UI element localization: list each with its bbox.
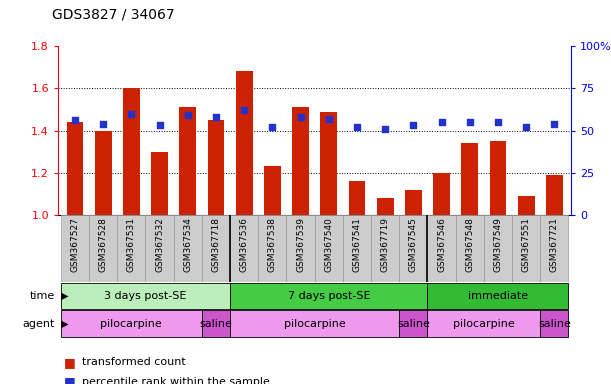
Point (352, 124, 362, 130)
Point (126, 111, 136, 117)
Text: GSM367548: GSM367548 (465, 217, 474, 272)
Bar (151, 152, 168, 215)
Text: pilocarpine: pilocarpine (284, 319, 346, 329)
Point (211, 114, 221, 120)
Text: GSM367718: GSM367718 (211, 217, 221, 272)
Point (240, 107, 249, 113)
Text: GSM367549: GSM367549 (494, 217, 502, 272)
Bar (428, 215, 456, 282)
Bar (428, 283, 568, 310)
Bar (208, 120, 224, 215)
Point (155, 122, 164, 129)
Bar (461, 143, 478, 215)
Point (296, 114, 306, 120)
Bar (512, 215, 540, 282)
Bar (145, 215, 174, 282)
Text: 7 days post-SE: 7 days post-SE (288, 291, 370, 301)
Bar (61, 215, 89, 282)
Text: agent: agent (23, 319, 55, 329)
Bar (258, 215, 287, 282)
Bar (117, 215, 145, 282)
Bar (230, 310, 399, 337)
Bar (315, 215, 343, 282)
Text: pilocarpine: pilocarpine (100, 319, 163, 329)
Text: ▶: ▶ (61, 319, 68, 329)
Text: GSM367528: GSM367528 (98, 217, 108, 272)
Text: GSM367719: GSM367719 (381, 217, 390, 272)
Text: GSM367541: GSM367541 (353, 217, 362, 272)
Text: GSM367527: GSM367527 (70, 217, 79, 272)
Bar (546, 175, 563, 215)
Text: pilocarpine: pilocarpine (453, 319, 514, 329)
Bar (95, 131, 112, 215)
Bar (230, 215, 258, 282)
Text: GSM367721: GSM367721 (550, 217, 559, 272)
Point (98, 121, 108, 127)
Point (380, 126, 390, 132)
Text: GSM367540: GSM367540 (324, 217, 333, 272)
Text: GSM367536: GSM367536 (240, 217, 249, 272)
Text: ■: ■ (64, 356, 76, 369)
Text: GSM367546: GSM367546 (437, 217, 446, 272)
Bar (174, 215, 202, 282)
Text: GSM367531: GSM367531 (127, 217, 136, 272)
Bar (67, 122, 84, 215)
Bar (236, 71, 252, 215)
Text: saline: saline (200, 319, 232, 329)
Text: ■: ■ (64, 375, 76, 384)
Bar (179, 107, 196, 215)
Bar (484, 215, 512, 282)
Text: immediate: immediate (468, 291, 528, 301)
Point (409, 122, 419, 129)
Text: GSM367534: GSM367534 (183, 217, 192, 272)
Text: percentile rank within the sample: percentile rank within the sample (82, 377, 270, 384)
Bar (399, 310, 428, 337)
Bar (287, 215, 315, 282)
Bar (377, 198, 393, 215)
Bar (292, 107, 309, 215)
Text: GSM367545: GSM367545 (409, 217, 418, 272)
Bar (428, 310, 540, 337)
Text: GSM367538: GSM367538 (268, 217, 277, 272)
Bar (540, 215, 568, 282)
Point (465, 119, 475, 125)
Bar (264, 167, 281, 215)
Bar (202, 215, 230, 282)
Point (324, 116, 334, 122)
Text: GSM367532: GSM367532 (155, 217, 164, 272)
Bar (399, 215, 428, 282)
Point (437, 119, 447, 125)
Bar (518, 196, 535, 215)
Text: saline: saline (538, 319, 571, 329)
Text: GDS3827 / 34067: GDS3827 / 34067 (52, 7, 175, 21)
Bar (405, 190, 422, 215)
Bar (456, 215, 484, 282)
Bar (348, 181, 365, 215)
Bar (489, 141, 507, 215)
Text: transformed count: transformed count (82, 358, 186, 367)
Text: time: time (30, 291, 55, 301)
Point (493, 119, 503, 125)
Point (70, 118, 80, 124)
Bar (202, 310, 230, 337)
Bar (61, 310, 202, 337)
Bar (123, 88, 140, 215)
Text: ▶: ▶ (61, 291, 68, 301)
Text: 3 days post-SE: 3 days post-SE (104, 291, 186, 301)
Bar (371, 215, 399, 282)
Bar (230, 283, 428, 310)
Point (183, 112, 192, 118)
Bar (343, 215, 371, 282)
Text: GSM367551: GSM367551 (522, 217, 531, 272)
Bar (320, 112, 337, 215)
Text: saline: saline (397, 319, 430, 329)
Bar (540, 310, 568, 337)
Bar (61, 283, 230, 310)
Text: GSM367539: GSM367539 (296, 217, 305, 272)
Bar (433, 173, 450, 215)
Bar (89, 215, 117, 282)
Point (268, 124, 277, 130)
Point (521, 124, 531, 130)
Point (549, 121, 559, 127)
